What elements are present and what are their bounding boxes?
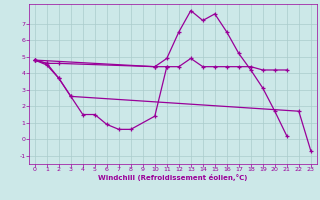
X-axis label: Windchill (Refroidissement éolien,°C): Windchill (Refroidissement éolien,°C) <box>98 174 247 181</box>
